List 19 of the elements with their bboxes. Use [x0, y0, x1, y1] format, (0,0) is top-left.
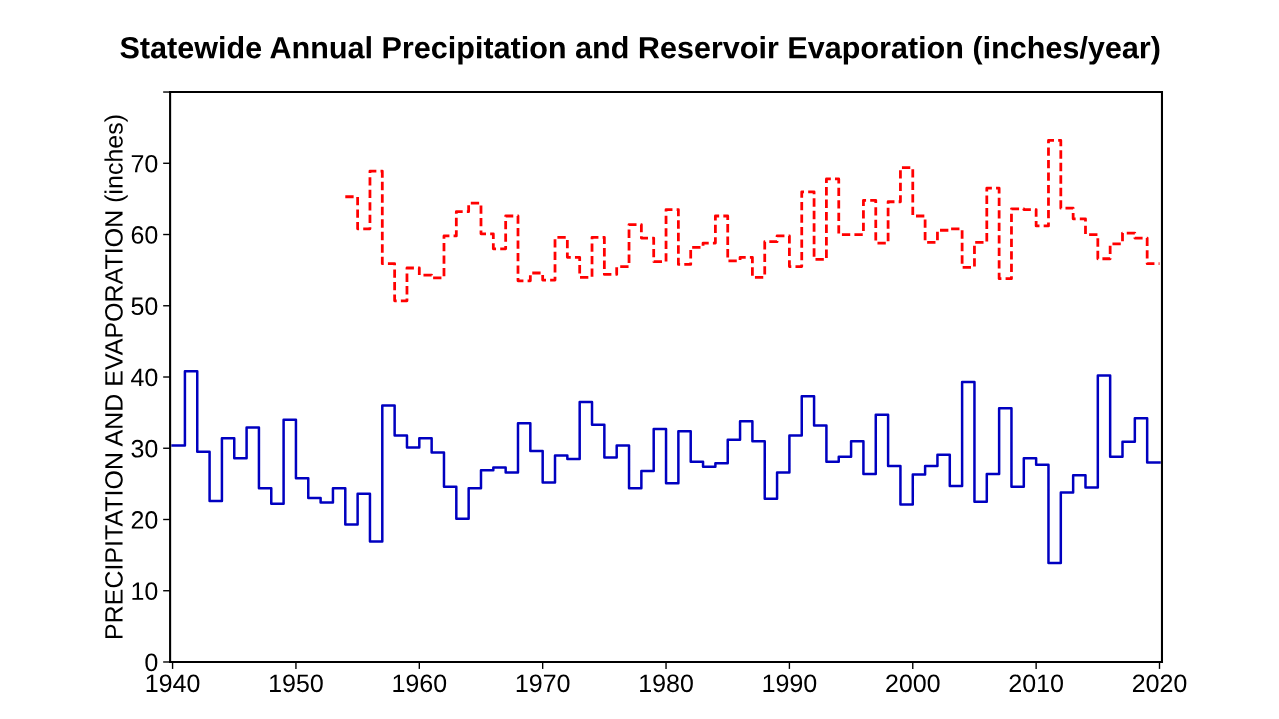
y-tick-label: 60 [131, 226, 158, 244]
x-tick-label: 1950 [270, 674, 323, 693]
y-tick-label: 10 [132, 582, 158, 601]
y-tick-label: 50 [131, 297, 158, 316]
x-tick-label: 2010 [1009, 674, 1063, 693]
y-tick-label: 40 [131, 368, 158, 387]
y-tick-label: 70 [131, 154, 158, 173]
x-tick-label: 2020 [1132, 674, 1187, 693]
x-tick-label: 2000 [886, 674, 940, 693]
x-tick-label: 1960 [393, 674, 447, 693]
x-tick-label: 1970 [516, 674, 570, 693]
y-tick-label: 30 [131, 439, 158, 458]
chart-title: Statewide Annual Precipitation and Reservoir Evaporation (inches/year) [120, 36, 1160, 65]
x-tick-label: 1940 [146, 674, 200, 693]
y-tick-label: 0 [145, 653, 158, 672]
x-tick-label: 1990 [763, 674, 817, 693]
x-tick-label: 1980 [640, 674, 693, 693]
y-tick-label: 20 [131, 511, 158, 529]
y-axis-title: PRECIPITATION AND EVAPORATION (inches) [104, 115, 128, 638]
